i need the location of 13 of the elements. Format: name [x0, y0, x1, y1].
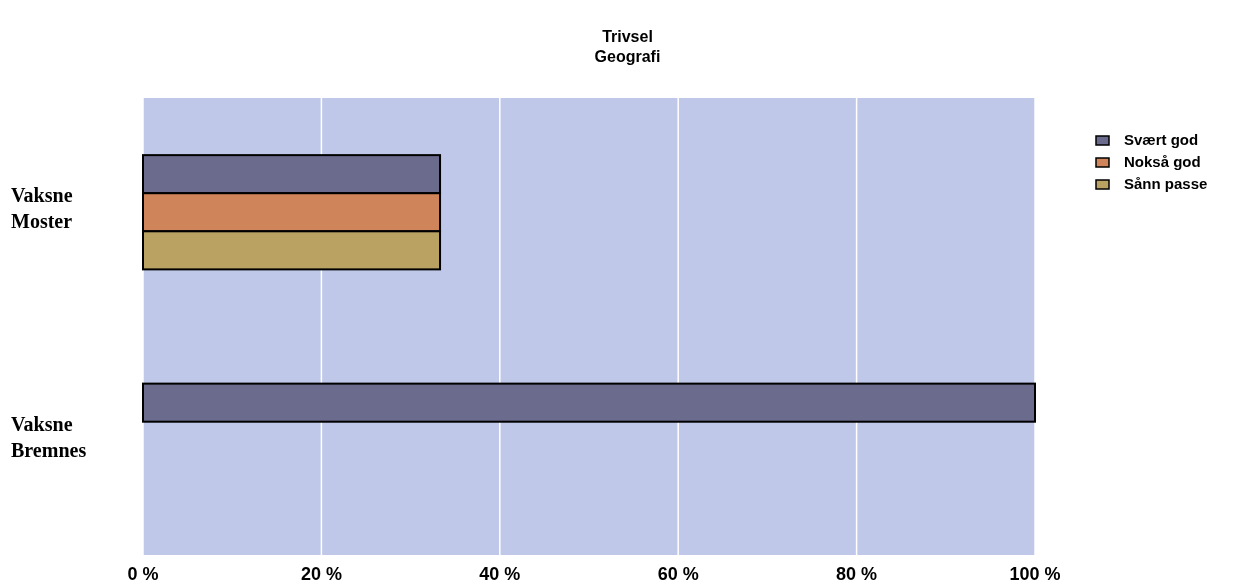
chart-title: Trivsel: [602, 28, 653, 45]
y-tick-label: Vaksne Bremnes: [11, 412, 87, 461]
legend-label: Svært god: [1124, 131, 1199, 148]
x-tick-label: 0 %: [127, 564, 159, 584]
x-tick-label: 40 %: [479, 564, 521, 584]
y-tick-label: Vaksne Moster: [11, 184, 73, 233]
x-tick-label: 80 %: [836, 564, 878, 584]
chart-subtitle: Geografi: [594, 48, 661, 65]
x-tick-label: 20 %: [300, 564, 342, 584]
x-tick-label: 100 %: [1009, 564, 1061, 584]
legend-label: Sånn passe: [1124, 175, 1208, 192]
legend-label: Nokså god: [1124, 153, 1201, 170]
x-tick-label: 60 %: [657, 564, 699, 584]
